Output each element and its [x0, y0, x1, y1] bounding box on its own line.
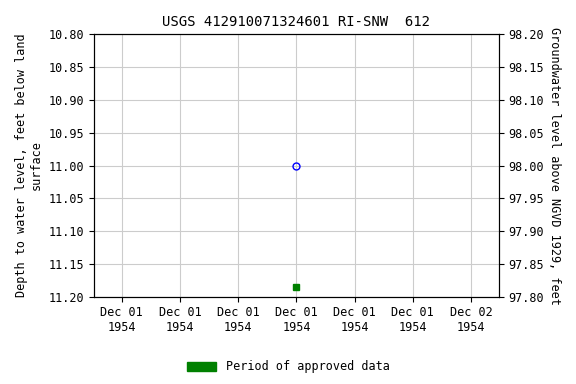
Y-axis label: Groundwater level above NGVD 1929, feet: Groundwater level above NGVD 1929, feet	[548, 26, 561, 305]
Y-axis label: Depth to water level, feet below land
surface: Depth to water level, feet below land su…	[15, 34, 43, 297]
Legend: Period of approved data: Period of approved data	[182, 356, 394, 378]
Title: USGS 412910071324601 RI-SNW  612: USGS 412910071324601 RI-SNW 612	[162, 15, 430, 29]
